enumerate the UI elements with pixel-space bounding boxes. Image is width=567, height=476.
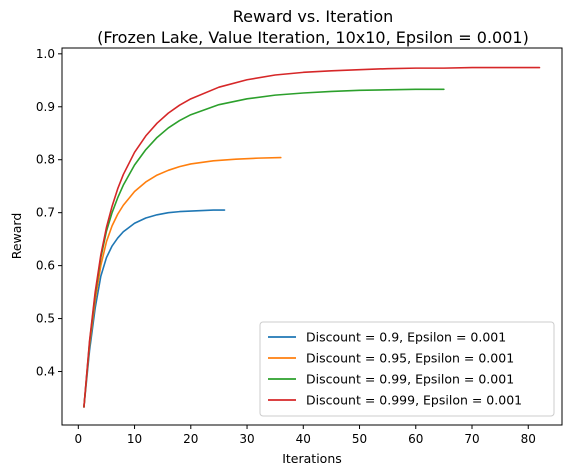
- series-line-2: [83, 156, 282, 408]
- chart-title: Reward vs. Iteration: [233, 7, 394, 26]
- y-tick-label: 0.5: [36, 312, 55, 326]
- legend: Discount = 0.9, Epsilon = 0.001 Discount …: [259, 321, 555, 417]
- y-tick-label: 0.9: [36, 100, 55, 114]
- x-tick-label: 20: [183, 432, 198, 446]
- legend-label-3: Discount = 0.99, Epsilon = 0.001: [306, 372, 514, 387]
- y-tick-label: 0.4: [36, 365, 55, 379]
- x-tick-label: 40: [296, 432, 311, 446]
- x-tick-label: 60: [408, 432, 423, 446]
- y-tick-label: 0.6: [36, 259, 55, 273]
- chart-subtitle: (Frozen Lake, Value Iteration, 10x10, Ep…: [97, 28, 529, 47]
- y-axis: 0.4 0.5 0.6 0.7 0.8 0.9 1.0: [36, 47, 62, 379]
- x-tick-label: 10: [127, 432, 142, 446]
- x-tick-label: 80: [521, 432, 536, 446]
- x-tick-label: 30: [239, 432, 254, 446]
- legend-label-1: Discount = 0.9, Epsilon = 0.001: [306, 330, 506, 345]
- x-tick-label: 70: [464, 432, 479, 446]
- y-axis-label: Reward: [9, 213, 24, 260]
- x-tick-label: 50: [352, 432, 367, 446]
- legend-label-4: Discount = 0.999, Epsilon = 0.001: [306, 393, 522, 408]
- legend-label-2: Discount = 0.95, Epsilon = 0.001: [306, 351, 514, 366]
- plot-frame: [61, 47, 563, 426]
- x-axis-label: Iterations: [282, 451, 342, 466]
- y-tick-label: 1.0: [36, 47, 55, 61]
- x-tick-label: 0: [74, 432, 82, 446]
- legend-box: [259, 321, 555, 417]
- y-tick-label: 0.8: [36, 153, 55, 167]
- plot-area: [83, 66, 541, 408]
- series-line-1: [83, 209, 226, 408]
- series-line-4: [83, 66, 541, 408]
- y-tick-label: 0.7: [36, 206, 55, 220]
- x-axis: 0 10 20 30 40 50 60 70 80: [74, 425, 536, 446]
